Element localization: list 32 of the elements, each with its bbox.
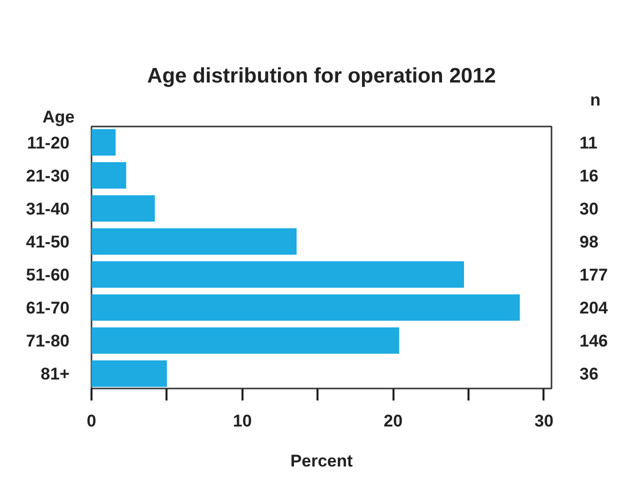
text: 16 xyxy=(580,166,598,186)
text: 30 xyxy=(580,199,598,218)
text: 36 xyxy=(580,364,598,384)
bar xyxy=(92,228,297,255)
x-tick-label: 10 xyxy=(232,412,252,430)
text: 177 xyxy=(580,266,608,285)
bar xyxy=(92,129,116,156)
y-tick-label: 31-40 xyxy=(26,199,70,218)
x-tick-label: 0 xyxy=(86,412,96,430)
bar xyxy=(92,360,167,387)
y-tick-label: 51-60 xyxy=(26,266,70,285)
x-tick-label: 30 xyxy=(534,412,554,430)
bar xyxy=(92,294,520,321)
y-tick-label: 81+ xyxy=(40,364,70,384)
y-tick-label: 61-70 xyxy=(26,298,70,318)
y-tick-label: 11-20 xyxy=(26,133,70,152)
x-tick-label: 20 xyxy=(384,412,403,430)
text: 11 xyxy=(580,133,598,152)
bar xyxy=(92,162,126,189)
bar xyxy=(92,327,400,354)
text: n xyxy=(590,90,601,110)
text: 204 xyxy=(580,298,608,318)
bar xyxy=(92,261,464,288)
y-tick-label: 71-80 xyxy=(26,332,70,351)
chart-title: Age distribution for operation 2012 xyxy=(147,64,496,88)
text: 146 xyxy=(580,332,608,351)
bar xyxy=(92,195,155,222)
y-axis-title: Age xyxy=(42,108,75,126)
y-tick-label: 21-30 xyxy=(26,166,70,186)
x-axis-title: Percent xyxy=(290,452,354,470)
text: 98 xyxy=(580,232,598,252)
y-tick-label: 41-50 xyxy=(26,232,70,252)
